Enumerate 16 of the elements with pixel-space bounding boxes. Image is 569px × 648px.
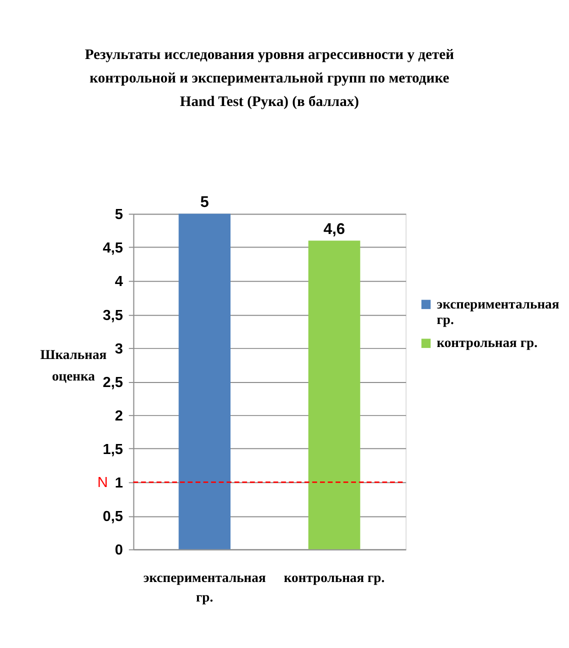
y-tick-label: 4,5 (102, 240, 124, 257)
y-tick-label: 5 (114, 207, 124, 224)
y-tick-label: 4 (114, 274, 124, 290)
ref-line-label: N (97, 475, 108, 492)
chart-title: Результаты исследования уровня агрессивности у детей контрольной и экспериментальной групп по методике Hand Test (Рука) (в баллах) (84, 47, 455, 110)
y-tick-label: 3,5 (102, 308, 124, 324)
y-tick-label: 2 (114, 408, 124, 424)
y-tick-label: 0,5 (102, 509, 124, 526)
data-label: 5 (200, 194, 210, 211)
y-tick-label: 1 (114, 476, 124, 492)
data-label: 4,6 (323, 220, 346, 238)
y-tick-label: 0 (114, 542, 124, 559)
legend-label: контрольная гр. (436, 335, 538, 350)
y-tick-label: 3 (114, 341, 124, 358)
y-tick-label: 1,5 (102, 442, 124, 458)
legend-label: экспериментальная гр. (436, 296, 560, 327)
